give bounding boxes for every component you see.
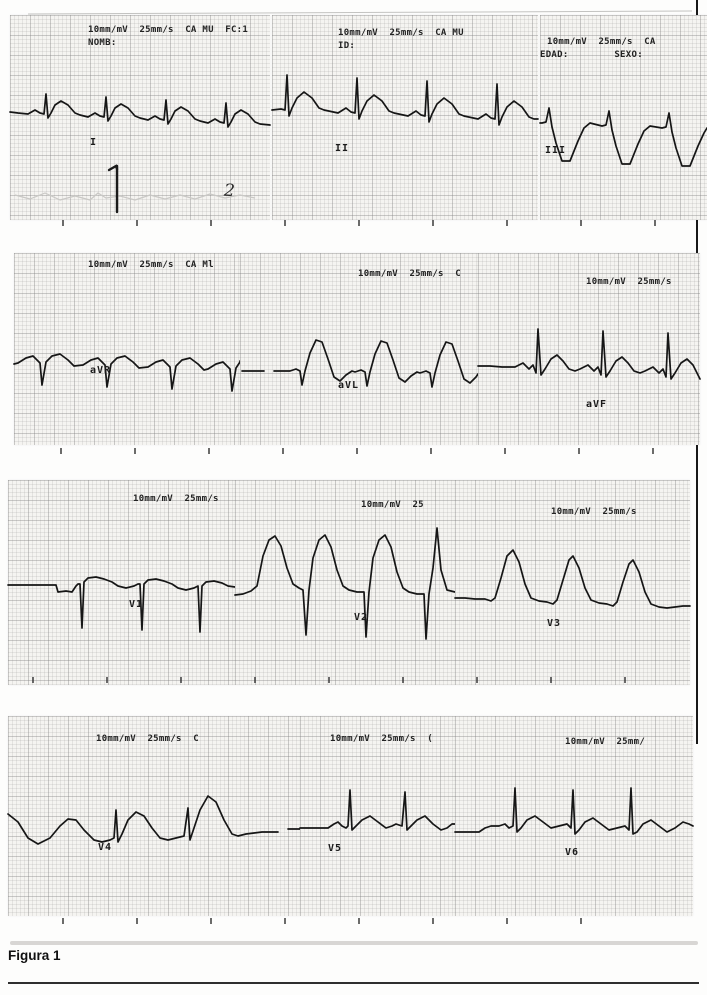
ecg-trace-lead-v3 xyxy=(454,549,691,609)
ecg-panel-lead-v3: 10mm/mV 25mm/s V3 xyxy=(454,480,691,685)
ecg-trace-lead-iii xyxy=(539,107,707,167)
panel-settings-text: 10mm/mV 25mm/s CA Ml xyxy=(88,260,214,270)
figure-caption: Figura 1 xyxy=(8,948,61,963)
lead-label-i: I xyxy=(90,137,98,148)
ecg-trace-lead-avr xyxy=(13,353,241,392)
lead-label-v3: V3 xyxy=(547,618,562,629)
panel-settings-text: 10mm/mV 25mm/s xyxy=(133,494,219,504)
lead-label-v4: V4 xyxy=(98,842,113,853)
ecg-trace-lead-v6 xyxy=(454,787,694,835)
timing-ticks-row3 xyxy=(32,677,682,683)
ecg-trace-lead-ii xyxy=(271,74,539,126)
ecg-panel-lead-avf: 10mm/mV 25mm/s aVF xyxy=(477,253,701,445)
paper-top-edge xyxy=(28,10,692,15)
panel-settings-text: 10mm/mV 25mm/s xyxy=(586,277,672,287)
panel-field-id: ID: xyxy=(338,41,356,51)
panel-settings-text: 10mm/mV 25mm/s ( xyxy=(330,734,433,744)
lead-label-v5: V5 xyxy=(328,843,343,854)
ecg-panel-lead-v4: 10mm/mV 25mm/s C V4 xyxy=(7,716,301,916)
ecg-panel-lead-v1: 10mm/mV 25mm/s V1 xyxy=(7,480,236,685)
panel-settings-text: 10mm/mV 25mm/s C xyxy=(96,734,199,744)
ecg-trace-lead-avl xyxy=(241,339,479,388)
lead-label-iii: III xyxy=(545,145,567,156)
lead-label-avl: aVL xyxy=(338,380,360,391)
ecg-trace-lead-v4 xyxy=(7,795,301,845)
panel-settings-text: 10mm/mV 25mm/ xyxy=(565,737,646,747)
panel-settings-text: 10mm/mV 25mm/s CA MU FC:1 xyxy=(88,25,249,35)
panel-settings-text: 10mm/mV 25 xyxy=(361,500,424,510)
panel-settings-text: 10mm/mV 25mm/s xyxy=(551,507,637,517)
ecg-trace-lead-i xyxy=(9,93,271,128)
ecg-panel-lead-avr: 10mm/mV 25mm/s CA Ml aVR xyxy=(13,253,241,445)
handwritten-mark: 2 xyxy=(223,180,236,202)
ecg-panel-lead-v6: 10mm/mV 25mm/ V6 xyxy=(454,716,694,916)
calibration-mark xyxy=(107,164,119,214)
ecg-trace-lead-v2 xyxy=(234,527,456,640)
ecg-trace-lead-v5 xyxy=(299,789,456,831)
panel-settings-text: 10mm/mV 25mm/s C xyxy=(358,269,461,279)
panel-settings-text: 10mm/mV 25mm/s CA xyxy=(547,37,656,47)
timing-ticks-row4 xyxy=(62,918,622,924)
lead-label-v1: V1 xyxy=(129,599,144,610)
timing-ticks-row1 xyxy=(62,220,677,226)
lead-label-ii: II xyxy=(335,143,350,154)
ghost-trace xyxy=(14,192,256,201)
lead-label-avf: aVF xyxy=(586,399,608,410)
ecg-panel-lead-iii: 10mm/mV 25mm/s CA EDAD: SEXO: III xyxy=(539,15,707,220)
ecg-trace-lead-avf xyxy=(477,328,701,380)
lead-label-v2: V2 xyxy=(354,612,369,623)
timing-ticks-row2 xyxy=(60,448,660,454)
ecg-panel-lead-ii: 10mm/mV 25mm/s CA MU ID: II xyxy=(271,15,539,220)
ecg-panel-lead-v2: 10mm/mV 25 V2 xyxy=(234,480,456,685)
lead-label-v6: V6 xyxy=(565,847,580,858)
ecg-trace-lead-v1 xyxy=(7,576,236,633)
paper-bottom-edge xyxy=(10,941,698,945)
panel-field-edad-sexo: EDAD: SEXO: xyxy=(540,50,643,60)
caption-rule xyxy=(8,982,699,984)
lead-label-avr: aVR xyxy=(90,365,112,376)
panel-settings-text: 10mm/mV 25mm/s CA MU xyxy=(338,28,464,38)
panel-field-nomb: NOMB: xyxy=(88,38,117,48)
ecg-panel-lead-avl: 10mm/mV 25mm/s C aVL xyxy=(240,253,479,445)
ecg-panel-lead-i: 10mm/mV 25mm/s CA MU FC:1 NOMB: I 2 xyxy=(9,15,271,220)
ecg-panel-lead-v5: 10mm/mV 25mm/s ( V5 xyxy=(299,716,456,916)
